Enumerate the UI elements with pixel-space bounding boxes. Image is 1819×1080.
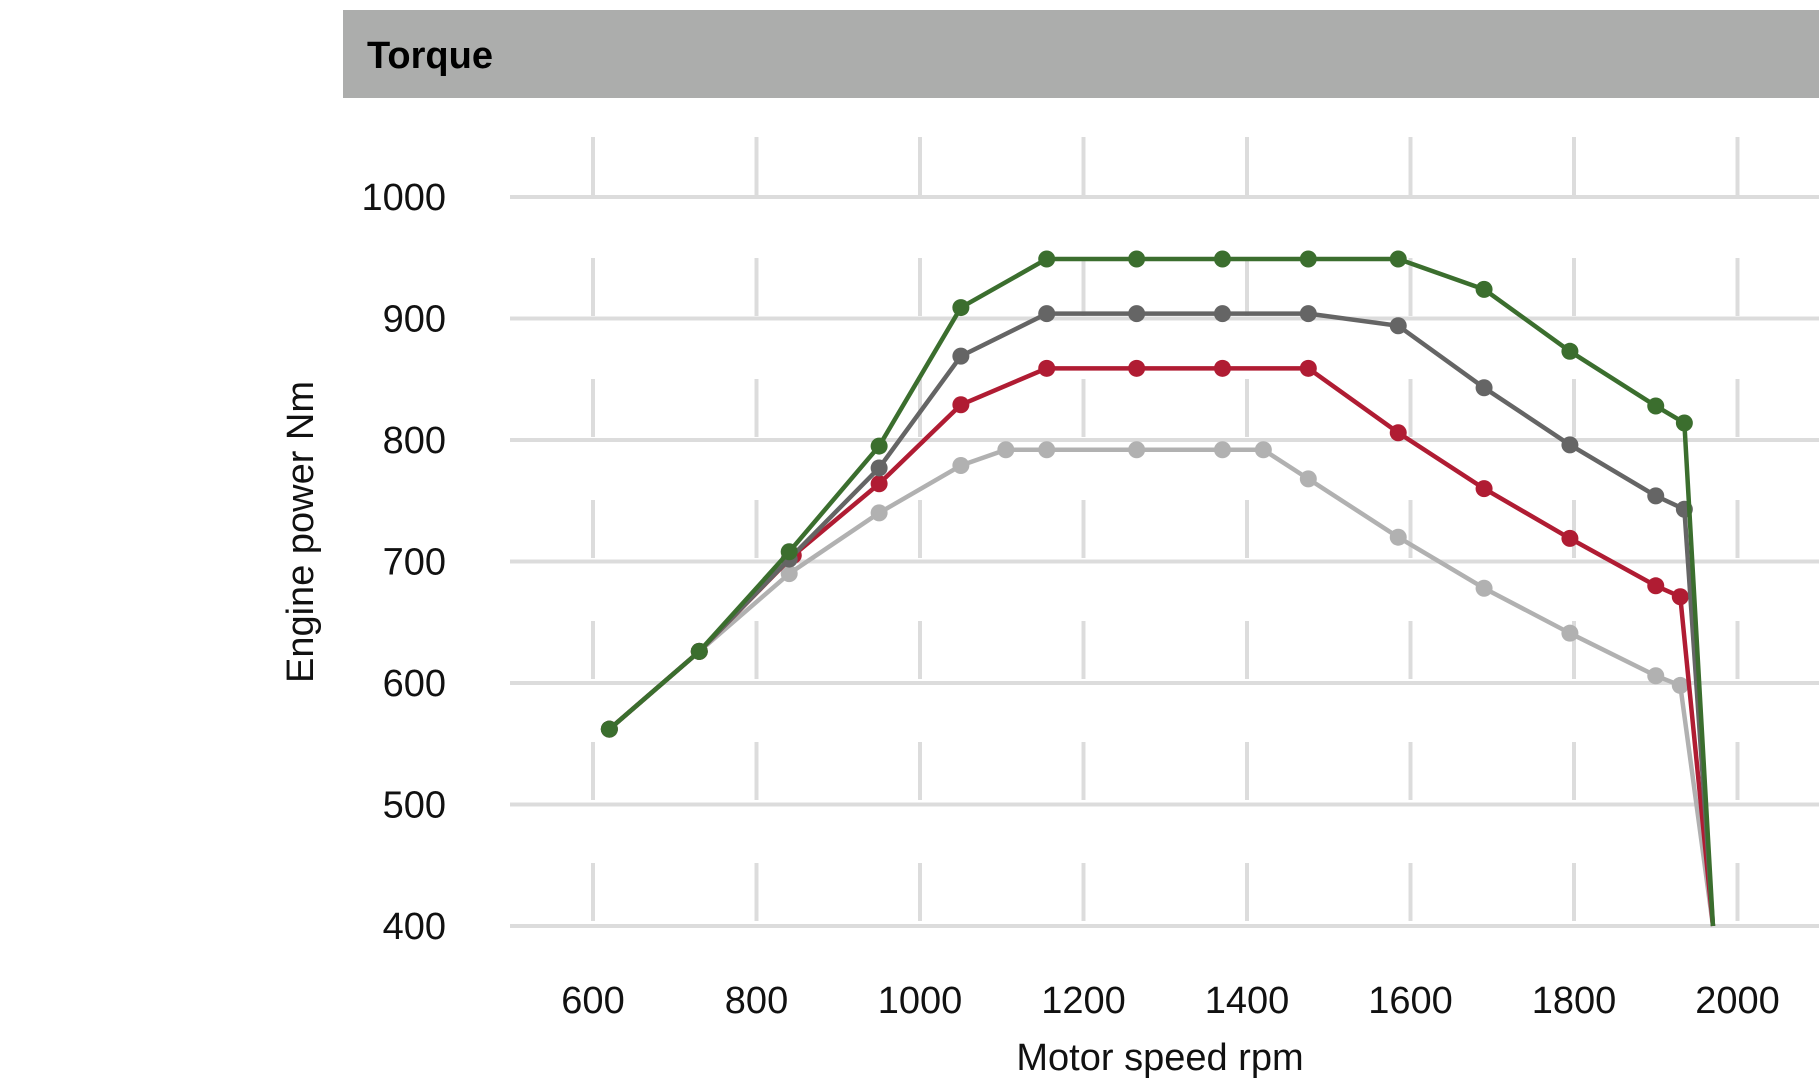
data-point (952, 299, 970, 317)
data-point (1647, 667, 1665, 685)
data-point (1647, 577, 1665, 595)
data-point (1675, 414, 1693, 432)
data-point (870, 459, 888, 477)
data-point (1038, 359, 1056, 377)
data-point (1254, 441, 1272, 459)
x-tick-label: 1200 (1041, 980, 1126, 1022)
y-tick-label: 400 (383, 906, 446, 948)
series-line (607, 447, 1716, 927)
data-point (1128, 441, 1146, 459)
data-point (997, 441, 1015, 459)
y-tick-label: 800 (383, 420, 446, 462)
data-point (1475, 379, 1493, 397)
x-tick-label: 2000 (1695, 980, 1780, 1022)
data-point (1299, 305, 1317, 323)
data-point (1038, 250, 1056, 268)
data-point (1671, 676, 1689, 694)
data-point (1213, 305, 1231, 323)
data-point (1671, 588, 1689, 606)
series-2 (600, 359, 1716, 927)
x-tick-label: 600 (561, 980, 624, 1022)
data-point (1213, 441, 1231, 459)
chart-ticks: 600 800 1000 1200 1400 1600 1800 2000 400 500 600 7… (361, 177, 1779, 1022)
x-tick-label: 1000 (878, 980, 963, 1022)
data-point (1038, 305, 1056, 323)
data-point (1389, 424, 1407, 442)
x-tick-label: 1400 (1205, 980, 1290, 1022)
data-point (1647, 397, 1665, 415)
data-point (1299, 470, 1317, 488)
series-line (607, 256, 1716, 927)
y-tick-label: 500 (383, 785, 446, 827)
series-1 (600, 305, 1716, 927)
data-point (952, 457, 970, 475)
data-point (1128, 305, 1146, 323)
y-tick-label: 900 (383, 299, 446, 341)
data-point (1561, 436, 1579, 454)
data-point (1213, 250, 1231, 268)
x-tick-label: 1800 (1532, 980, 1617, 1022)
data-point (1475, 579, 1493, 597)
series-0 (600, 250, 1716, 927)
data-point (600, 720, 618, 738)
y-tick-label: 600 (383, 663, 446, 705)
data-point (1389, 317, 1407, 335)
chart-title: Torque (367, 35, 493, 77)
x-tick-label: 1600 (1368, 980, 1453, 1022)
data-point (870, 437, 888, 455)
data-point (1299, 250, 1317, 268)
x-axis-label: Motor speed rpm (1016, 1037, 1303, 1079)
data-point (1299, 359, 1317, 377)
data-point (952, 396, 970, 414)
data-point (1561, 342, 1579, 360)
data-point (952, 347, 970, 365)
y-tick-label: 1000 (361, 177, 446, 219)
data-point (870, 475, 888, 493)
x-tick-label: 800 (725, 980, 788, 1022)
data-point (1128, 250, 1146, 268)
data-point (780, 543, 798, 561)
data-point (1038, 441, 1056, 459)
data-point (1213, 359, 1231, 377)
data-point (1561, 529, 1579, 547)
chart-title-bar: Torque (343, 10, 1819, 98)
data-point (1647, 487, 1665, 505)
data-point (1389, 528, 1407, 546)
data-point (1128, 359, 1146, 377)
chart-grid (510, 137, 1819, 928)
y-tick-label: 700 (383, 542, 446, 584)
y-axis-label: Engine power Nm (280, 381, 322, 683)
chart-series (600, 250, 1716, 927)
data-point (690, 642, 708, 660)
data-point (1475, 280, 1493, 298)
data-point (870, 504, 888, 522)
data-point (1561, 624, 1579, 642)
data-point (1389, 250, 1407, 268)
data-point (1475, 480, 1493, 498)
data-point (780, 565, 798, 583)
